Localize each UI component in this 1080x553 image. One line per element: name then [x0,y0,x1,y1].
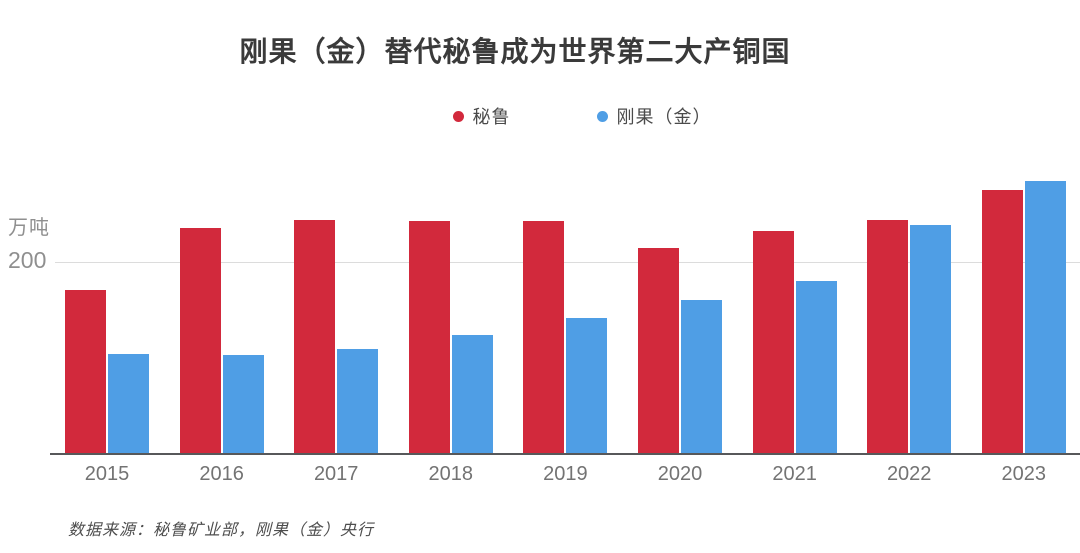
bar-group-2017 [294,170,379,453]
x-axis-line [50,453,1080,455]
chart-title: 刚果（金）替代秘鲁成为世界第二大产铜国 [239,36,791,67]
y-axis-unit-label: 万吨 [8,217,50,239]
bar-peru-2015[interactable] [65,290,106,453]
x-axis-label-2016: 2016 [199,463,244,485]
legend-label-congo: 刚果（金） [616,107,712,127]
x-axis-label-2023: 2023 [1001,463,1047,485]
x-axis-label-2020: 2020 [657,463,703,485]
y-axis-tick-200: 200 [8,247,47,273]
source-note: 数据来源：秘鲁矿业部，刚果（金）央行 [68,522,375,539]
bar-group-2016 [179,170,264,453]
x-axis-labels: 2015 2016 2017 2018 2019 2020 2021 2022 2023 [0,463,1080,491]
bar-peru-2017[interactable] [294,219,336,453]
gridline-200 [55,261,1080,263]
bar-congo-2021[interactable] [795,280,837,453]
bar-congo-2016[interactable] [222,355,264,453]
legend-item-peru[interactable]: 秘鲁 [452,103,511,129]
bar-peru-2016[interactable] [179,228,221,453]
legend-dot-peru-icon [452,110,464,122]
bar-group-2018 [408,170,493,453]
x-axis-label-2015: 2015 [84,463,130,485]
bar-congo-2015[interactable] [108,353,149,453]
bar-peru-2020[interactable] [638,248,679,453]
bar-congo-2020[interactable] [681,300,722,453]
bar-group-2020 [638,170,722,453]
bar-group-2022 [867,170,952,453]
bar-peru-2019[interactable] [523,220,565,453]
x-axis-label-2018: 2018 [428,463,474,485]
bar-group-2019 [523,170,608,453]
plot-area [0,170,1080,453]
bar-group-2015 [65,170,149,453]
legend-label-peru: 秘鲁 [472,107,511,127]
bar-congo-2022[interactable] [910,224,952,453]
x-axis-label-2021: 2021 [772,463,817,485]
legend: 秘鲁 刚果（金） [42,103,1080,129]
bar-peru-2018[interactable] [408,220,450,453]
legend-dot-congo-icon [596,110,608,122]
bar-congo-2023[interactable] [1024,181,1066,453]
x-axis-label-2022: 2022 [886,463,932,485]
bar-congo-2018[interactable] [451,335,493,453]
x-axis-label-2017: 2017 [313,463,359,485]
legend-item-congo[interactable]: 刚果（金） [596,103,712,129]
bar-group-2021 [752,170,837,453]
bar-peru-2022[interactable] [867,219,909,453]
bar-peru-2021[interactable] [752,231,794,453]
bar-congo-2019[interactable] [566,318,608,453]
bar-group-2023 [981,170,1066,453]
x-axis-label-2019: 2019 [543,463,588,485]
bar-congo-2017[interactable] [337,348,379,453]
bar-peru-2023[interactable] [981,190,1023,453]
